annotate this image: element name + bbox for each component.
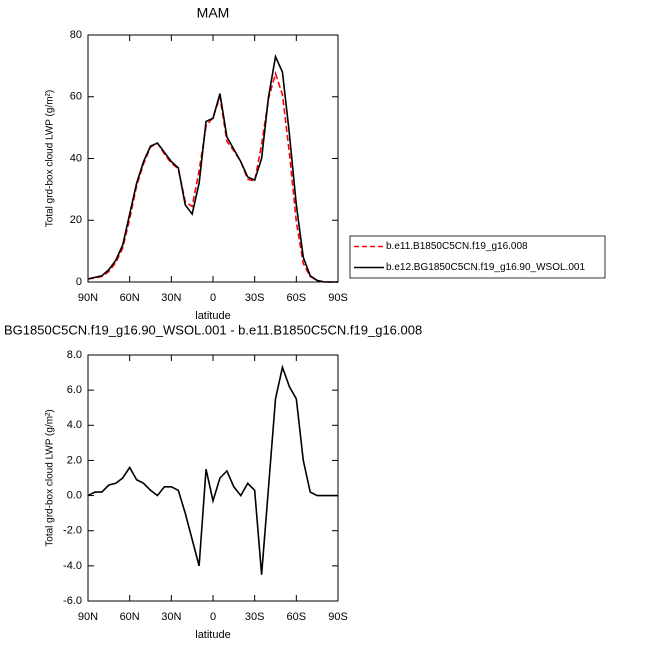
x-tick-label: 90N — [78, 292, 98, 304]
y-tick-label: 0 — [76, 276, 82, 288]
data-line — [87, 70, 338, 283]
y-tick-label: -6.0 — [63, 595, 82, 607]
y-tick-label: 6.0 — [67, 384, 82, 396]
y-tick-label: 40 — [70, 152, 82, 164]
y-tick-label: 20 — [70, 214, 82, 226]
legend-label: b.e11.B1850C5CN.f19_g16.008 — [386, 241, 528, 252]
x-tick-label: 30S — [245, 292, 265, 304]
data-line — [87, 364, 338, 575]
chart-title: MAM — [197, 5, 230, 21]
y-tick-label: 4.0 — [67, 419, 82, 431]
x-tick-label: 30N — [161, 292, 181, 304]
legend-box — [349, 235, 606, 279]
y-tick-label: -2.0 — [63, 525, 82, 537]
x-tick-label: 0 — [210, 292, 216, 304]
y-tick-label: 0.0 — [67, 489, 82, 501]
chart-title: BG1850C5CN.f19_g16.90_WSOL.001 - b.e11.B… — [4, 322, 422, 337]
y-axis-label: Total grd-box cloud LWP (g/m²) — [45, 90, 56, 227]
y-tick-label: 8.0 — [67, 349, 82, 361]
y-axis-label: Total grd-box cloud LWP (g/m²) — [45, 409, 56, 546]
y-tick-label: -4.0 — [63, 560, 82, 572]
y-tick-label: 80 — [70, 29, 82, 41]
legend-label: b.e12.BG1850C5CN.f19_g16.90_WSOL.001 — [386, 262, 585, 273]
x-tick-label: 90N — [78, 611, 98, 623]
x-axis-label: latitude — [195, 310, 230, 322]
y-tick-label: 60 — [70, 91, 82, 103]
x-tick-label: 60S — [287, 611, 307, 623]
x-tick-label: 90S — [328, 611, 348, 623]
x-tick-label: 60N — [120, 292, 140, 304]
x-axis-label: latitude — [195, 629, 230, 641]
x-tick-label: 30N — [161, 611, 181, 623]
y-tick-label: 2.0 — [67, 454, 82, 466]
data-line — [87, 53, 338, 283]
x-tick-label: 90S — [328, 292, 348, 304]
x-tick-label: 0 — [210, 611, 216, 623]
plot-frame — [87, 354, 339, 602]
x-tick-label: 30S — [245, 611, 265, 623]
x-tick-label: 60S — [287, 292, 307, 304]
x-tick-label: 60N — [120, 611, 140, 623]
